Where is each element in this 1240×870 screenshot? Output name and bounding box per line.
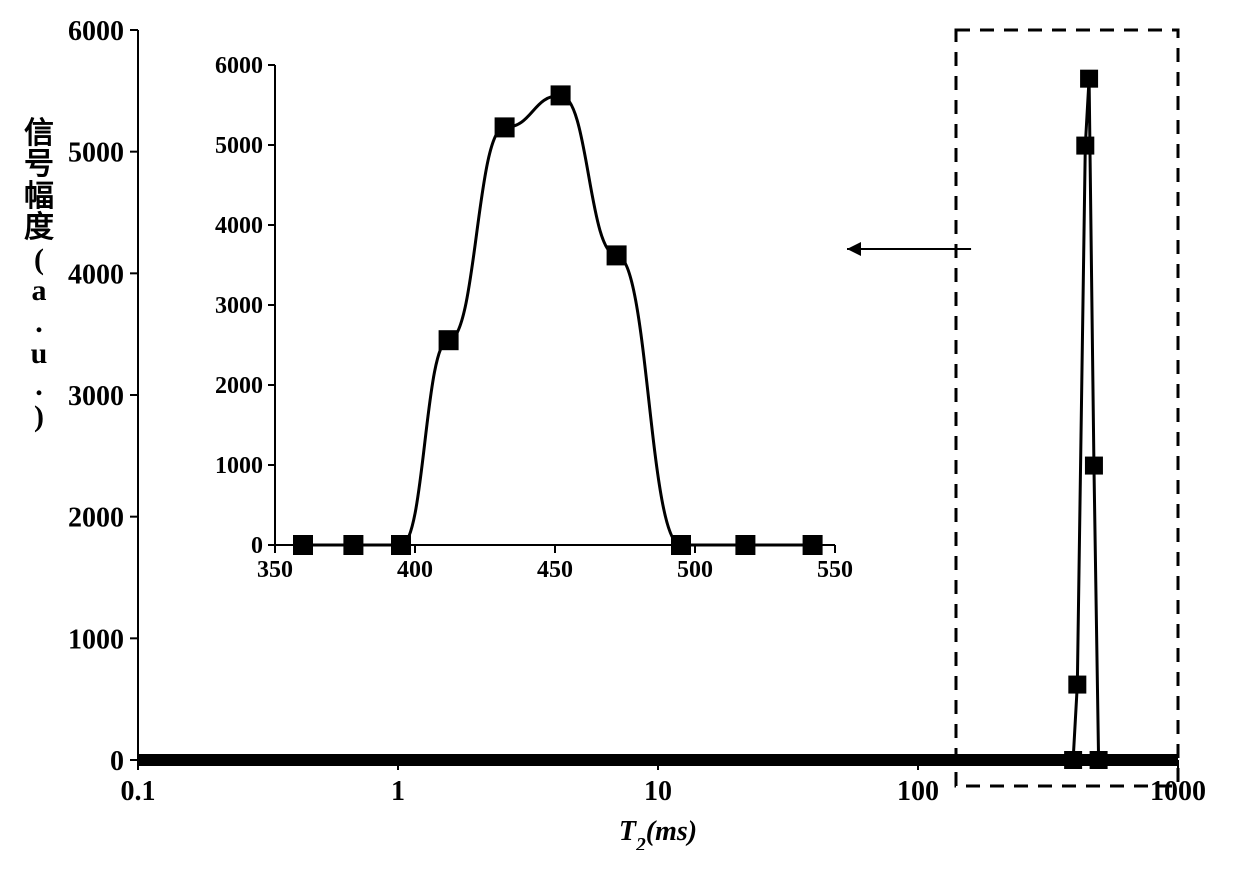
svg-text:6000: 6000 bbox=[68, 20, 124, 47]
svg-text:1000: 1000 bbox=[215, 453, 263, 479]
svg-text:450: 450 bbox=[537, 557, 573, 583]
svg-text:400: 400 bbox=[397, 557, 433, 583]
svg-text:5000: 5000 bbox=[68, 138, 124, 169]
svg-text:10: 10 bbox=[644, 776, 672, 807]
svg-text:1000: 1000 bbox=[68, 624, 124, 655]
chart-svg: 01000200030004000500060000.11101001000T2… bbox=[20, 20, 1220, 850]
figure: 01000200030004000500060000.11101001000T2… bbox=[20, 20, 1220, 850]
svg-text:3000: 3000 bbox=[68, 381, 124, 412]
svg-text:2000: 2000 bbox=[215, 373, 263, 399]
svg-text:100: 100 bbox=[897, 776, 939, 807]
svg-text:6000: 6000 bbox=[215, 53, 263, 79]
svg-text:5000: 5000 bbox=[215, 133, 263, 159]
y-axis-label: 信号幅度(a.u.) bbox=[22, 118, 56, 433]
svg-text:4000: 4000 bbox=[68, 259, 124, 290]
svg-text:0: 0 bbox=[110, 746, 124, 777]
svg-text:350: 350 bbox=[257, 557, 293, 583]
svg-text:0.1: 0.1 bbox=[121, 776, 156, 807]
svg-text:500: 500 bbox=[677, 557, 713, 583]
svg-text:550: 550 bbox=[817, 557, 853, 583]
svg-text:0: 0 bbox=[251, 533, 263, 559]
svg-text:2000: 2000 bbox=[68, 503, 124, 534]
svg-text:3000: 3000 bbox=[215, 293, 263, 319]
x-axis-label: T2(ms) bbox=[619, 816, 697, 850]
svg-text:4000: 4000 bbox=[215, 213, 263, 239]
svg-text:1: 1 bbox=[391, 776, 405, 807]
